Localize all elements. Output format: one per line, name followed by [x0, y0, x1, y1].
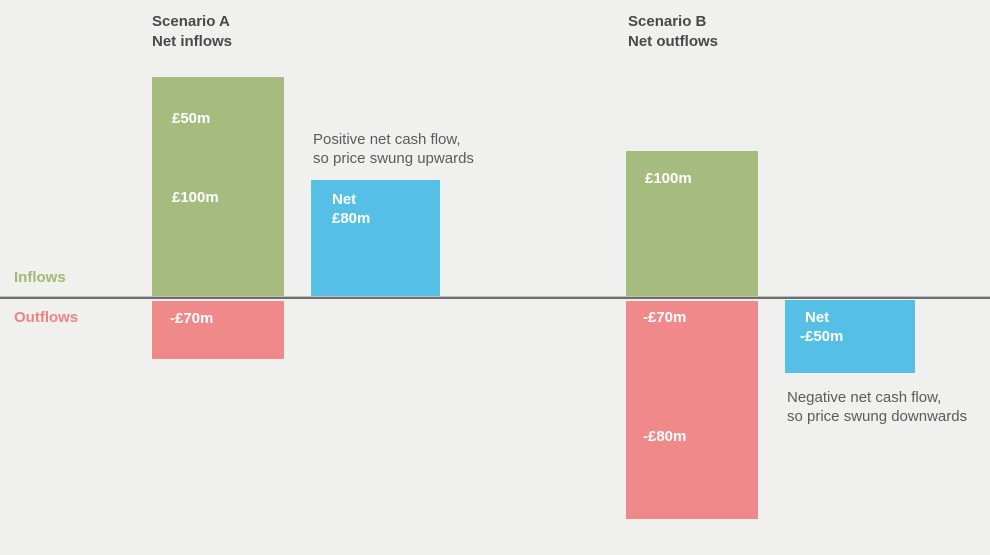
- scenario-a-inflow-seg1-label: £50m: [172, 110, 211, 127]
- scenario-a-subtitle: Net inflows: [152, 33, 233, 50]
- scenario-b-title: Scenario B: [628, 13, 707, 30]
- scenario-b-annotation-line2: so price swung downwards: [787, 408, 968, 425]
- scenario-b-subtitle: Net outflows: [628, 33, 718, 50]
- scenario-b-header: Scenario B Net outflows: [628, 12, 718, 52]
- scenario-b-net-label-line1: Net: [805, 309, 830, 326]
- scenario-b-inflow-label: £100m: [645, 170, 692, 187]
- scenario-a-title: Scenario A: [152, 13, 230, 30]
- scenario-a-net-bar: Net £80m: [311, 180, 440, 298]
- scenario-a-annotation-line2: so price swung upwards: [313, 150, 474, 167]
- scenario-b-outflow-seg2-label: -£80m: [643, 428, 687, 445]
- scenario-b-outflow-bar: -£70m -£80m: [626, 301, 758, 519]
- scenario-a-net-label-line2: £80m: [332, 210, 371, 227]
- scenario-b-annotation-line1: Negative net cash flow,: [787, 389, 942, 406]
- scenario-a-net-label-line1: Net: [332, 191, 357, 208]
- scenario-b-net-bar: Net -£50m: [785, 300, 915, 373]
- scenario-a-inflow-bar: £50m £100m: [152, 77, 284, 298]
- scenario-a-outflow-label: -£70m: [170, 310, 214, 327]
- scenario-b-net-label-line2: -£50m: [800, 328, 844, 345]
- scenario-b-inflow-bar: £100m: [626, 151, 758, 298]
- scenario-a-annotation-line1: Positive net cash flow,: [313, 131, 461, 148]
- inflows-axis-label: Inflows: [14, 269, 66, 286]
- zero-baseline: [0, 296, 990, 299]
- scenario-a-outflow-bar: -£70m: [152, 301, 284, 359]
- outflows-axis-label: Outflows: [14, 309, 79, 326]
- scenario-a-annotation: Positive net cash flow, so price swung u…: [313, 130, 474, 168]
- scenario-b-outflow-seg1-label: -£70m: [643, 309, 687, 326]
- scenario-a-inflow-seg2-label: £100m: [172, 189, 219, 206]
- scenario-b-annotation: Negative net cash flow, so price swung d…: [787, 388, 967, 426]
- scenario-a-header: Scenario A Net inflows: [152, 12, 232, 52]
